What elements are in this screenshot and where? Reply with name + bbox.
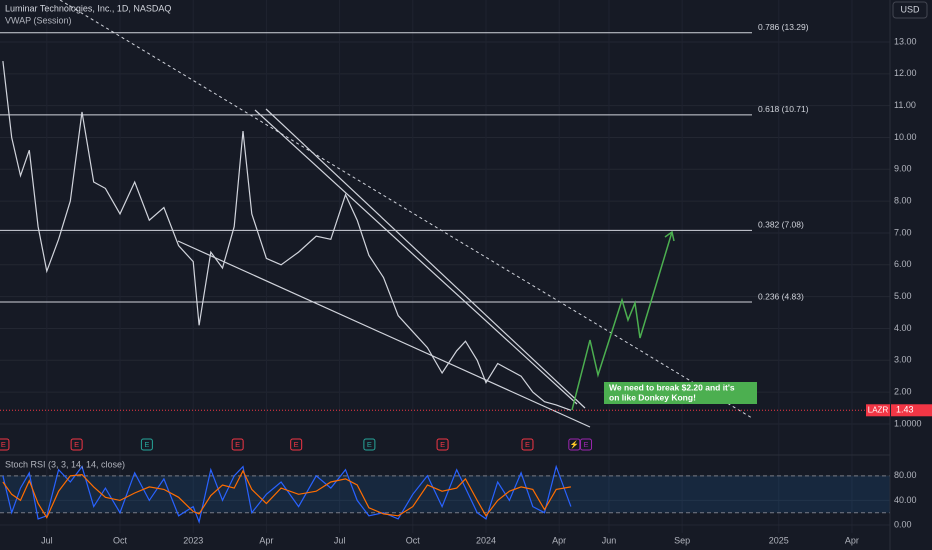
- event-marker: [363, 438, 376, 451]
- x-tick-label: Apr: [552, 535, 566, 545]
- arrow-head: [664, 230, 675, 242]
- price-label: 1.43: [896, 405, 914, 415]
- indicator-label: VWAP (Session): [5, 15, 72, 25]
- fib-label: 0.786 (13.29): [758, 22, 809, 32]
- y-tick-label: 8.00: [894, 196, 912, 206]
- y-tick-label: 80.00: [894, 470, 917, 480]
- chart-title: Luminar Technologies, Inc., 1D, NASDAQ: [5, 3, 171, 13]
- x-tick-label: Jul: [41, 535, 53, 545]
- event-marker: [436, 438, 449, 451]
- y-tick-label: 5.00: [894, 291, 912, 301]
- event-marker: [290, 438, 303, 451]
- annotation-text: on like Donkey Kong!: [609, 392, 696, 402]
- y-tick-label: 7.00: [894, 227, 912, 237]
- event-marker: [70, 438, 83, 451]
- wedge-line: [254, 109, 578, 405]
- event-label: E: [367, 440, 372, 449]
- y-tick-label: 1.0000: [894, 418, 922, 428]
- event-label: E: [144, 440, 149, 449]
- series-line: [2, 464, 572, 524]
- series-line: [2, 469, 572, 519]
- y-tick-label: 10.00: [894, 132, 917, 142]
- event-label: E: [74, 440, 79, 449]
- fib-label: 0.382 (7.08): [758, 220, 804, 230]
- grid: [0, 0, 890, 533]
- wedge-line: [177, 240, 591, 428]
- symbol-label: LAZR: [868, 405, 889, 414]
- price-tag: [891, 404, 932, 417]
- x-tick-label: Apr: [845, 535, 859, 545]
- event-marker: [521, 438, 534, 451]
- trend-line: [59, 0, 753, 419]
- event-label: E: [294, 440, 299, 449]
- y-tick-label: 11.00: [894, 100, 916, 110]
- x-tick-label: 2024: [476, 535, 496, 545]
- x-tick-label: Oct: [113, 535, 128, 545]
- event-label: E: [1, 440, 6, 449]
- y-tick-label: 13.00: [894, 36, 917, 46]
- y-tick-label: 6.00: [894, 259, 912, 269]
- event-marker: [140, 438, 153, 451]
- x-tick-label: 2023: [183, 535, 203, 545]
- series-line: [2, 61, 572, 411]
- event-label: E: [584, 440, 589, 449]
- wedge-line: [265, 108, 586, 409]
- fib-label: 0.618 (10.71): [758, 104, 809, 114]
- annotation-box: [604, 382, 757, 404]
- projection-path: [571, 231, 673, 411]
- x-tick-label: Jun: [602, 535, 617, 545]
- y-tick-label: 3.00: [894, 355, 912, 365]
- x-tick-label: 2025: [769, 535, 789, 545]
- x-tick-label: Oct: [406, 535, 421, 545]
- event-marker: [0, 438, 10, 451]
- symbol-tag: [866, 404, 890, 417]
- y-tick-label: 12.00: [894, 68, 917, 78]
- event-label: ⚡: [570, 440, 579, 449]
- y-tick-label: 4.00: [894, 323, 912, 333]
- event-label: E: [440, 440, 445, 449]
- event-label: E: [525, 440, 530, 449]
- annotation-text: We need to break $2.20 and it's: [609, 382, 735, 392]
- indicator-label: Stoch RSI (3, 3, 14, 14, close): [5, 459, 125, 469]
- x-tick-label: Jul: [334, 535, 346, 545]
- currency-label[interactable]: USD: [900, 4, 920, 14]
- y-tick-label: 2.00: [894, 387, 912, 397]
- y-tick-label: 9.00: [894, 164, 912, 174]
- x-tick-label: Apr: [259, 535, 273, 545]
- y-tick-label: 40.00: [894, 495, 917, 505]
- event-label: E: [235, 440, 240, 449]
- x-tick-label: Sep: [674, 535, 690, 545]
- fib-label: 0.236 (4.83): [758, 291, 804, 301]
- stoch-band: [0, 475, 890, 513]
- y-tick-label: 0.00: [894, 519, 912, 529]
- event-marker: [568, 438, 581, 451]
- event-marker: [231, 438, 244, 451]
- plot: 0.786 (13.29) 0.618 (10.71) 0.382 (7.08) 0.…: [0, 22, 890, 524]
- event-marker: [580, 438, 593, 451]
- currency-button[interactable]: [892, 1, 928, 19]
